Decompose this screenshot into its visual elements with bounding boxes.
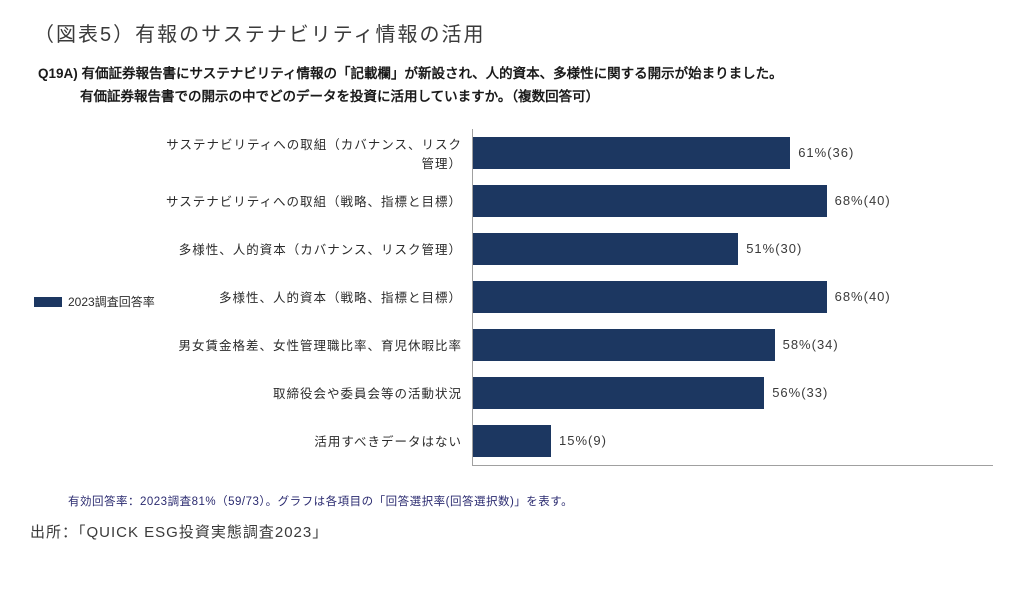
chart-row: 多様性、人的資本（戦略、指標と目標） 68%(40): [164, 273, 993, 321]
legend-swatch: [34, 297, 62, 307]
bar: [473, 377, 764, 409]
chart-row: 活用すべきデータはない 15%(9): [164, 417, 993, 465]
legend-item: 2023調査回答率: [34, 293, 164, 310]
plot-area: 15%(9): [472, 417, 993, 465]
question-text: Q19A) 有価証券報告書にサステナビリティ情報の「記載欄」が新設され、人的資本…: [38, 63, 993, 109]
value-label: 58%(34): [775, 321, 839, 369]
bar: [473, 425, 551, 457]
category-label: 男女賃金格差、女性管理職比率、育児休暇比率: [164, 335, 472, 354]
value-label: 68%(40): [827, 273, 891, 321]
x-axis: [164, 465, 993, 475]
value-label: 61%(36): [790, 129, 854, 177]
legend-label: 2023調査回答率: [68, 293, 155, 310]
plot-area: 51%(30): [472, 225, 993, 273]
bar: [473, 137, 790, 169]
plot-area: 56%(33): [472, 369, 993, 417]
bar: [473, 329, 775, 361]
question-line1: 有価証券報告書にサステナビリティ情報の「記載欄」が新設され、人的資本、多様性に関…: [82, 66, 783, 81]
chart-footnote: 有効回答率：2023調査81%（59/73）。グラフは各項目の「回答選択率(回答…: [68, 493, 993, 509]
category-label: サステナビリティへの取組（カバナンス、リスク管理）: [164, 134, 472, 172]
source-line: 出所：「QUICK ESG投資実態調査2023」: [30, 521, 993, 542]
plot-area: 68%(40): [472, 273, 993, 321]
bar: [473, 281, 827, 313]
plot-area: 68%(40): [472, 177, 993, 225]
plot-area: 58%(34): [472, 321, 993, 369]
legend: 2023調査回答率: [34, 293, 164, 310]
chart-row: サステナビリティへの取組（カバナンス、リスク管理） 61%(36): [164, 129, 993, 177]
category-label: 活用すべきデータはない: [164, 431, 472, 450]
value-label: 51%(30): [738, 225, 802, 273]
chart-row: 取締役会や委員会等の活動状況 56%(33): [164, 369, 993, 417]
chart-row: 多様性、人的資本（カバナンス、リスク管理） 51%(30): [164, 225, 993, 273]
category-label: サステナビリティへの取組（戦略、指標と目標）: [164, 191, 472, 210]
bar: [473, 185, 827, 217]
category-label: 多様性、人的資本（戦略、指標と目標）: [164, 287, 472, 306]
bar: [473, 233, 738, 265]
plot-area: 61%(36): [472, 129, 993, 177]
question-code: Q19A): [38, 66, 78, 81]
bar-chart: サステナビリティへの取組（カバナンス、リスク管理）61%(36)サステナビリティ…: [164, 129, 993, 475]
figure-title: （図表5）有報のサステナビリティ情報の活用: [34, 18, 993, 47]
chart-row: 男女賃金格差、女性管理職比率、育児休暇比率 58%(34): [164, 321, 993, 369]
value-label: 68%(40): [827, 177, 891, 225]
category-label: 多様性、人的資本（カバナンス、リスク管理）: [164, 239, 472, 258]
question-line2: 有価証券報告書での開示の中でどのデータを投資に活用していますか。（複数回答可）: [80, 86, 993, 109]
value-label: 56%(33): [764, 369, 828, 417]
category-label: 取締役会や委員会等の活動状況: [164, 383, 472, 402]
chart-container: 2023調査回答率 サステナビリティへの取組（カバナンス、リスク管理） 61%(3…: [30, 129, 993, 475]
value-label: 15%(9): [551, 417, 607, 465]
chart-row: サステナビリティへの取組（戦略、指標と目標） 68%(40): [164, 177, 993, 225]
